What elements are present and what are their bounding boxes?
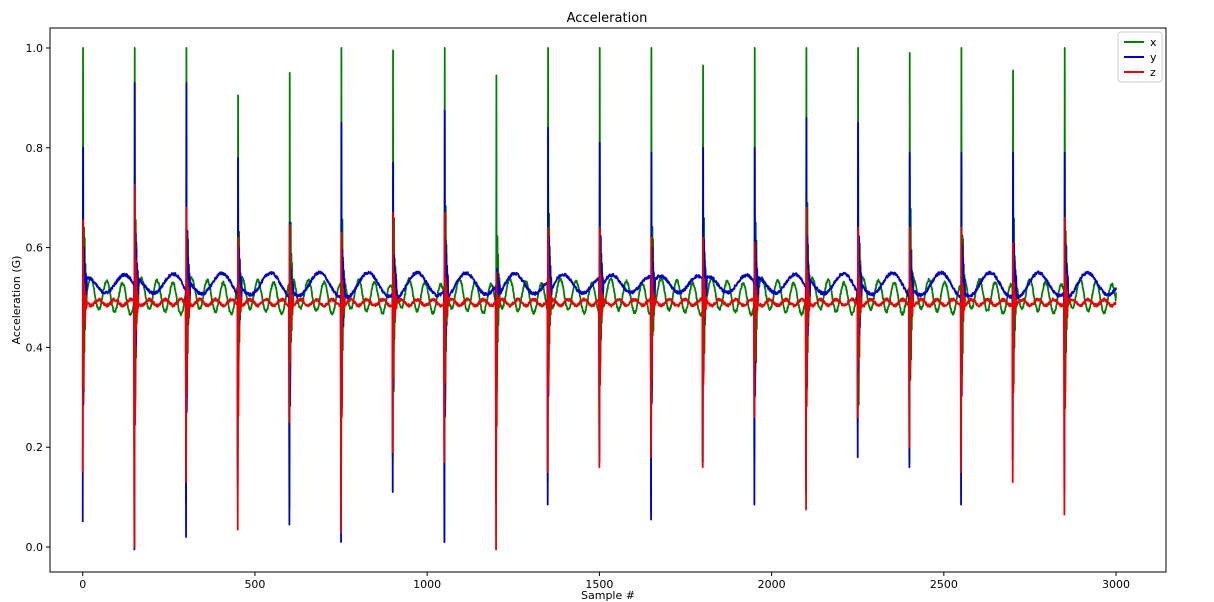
legend: xyz xyxy=(1117,31,1163,83)
y-tick-label: 0.2 xyxy=(26,441,44,454)
y-tick-label: 0.8 xyxy=(26,142,44,155)
y-tick-label: 0.6 xyxy=(26,242,44,255)
y-axis-label: Acceleration (G) xyxy=(10,256,23,345)
x-tick-label: 1000 xyxy=(413,578,441,591)
x-tick-label: 3000 xyxy=(1102,578,1130,591)
chart-title: Acceleration xyxy=(567,11,648,26)
x-tick-label: 2500 xyxy=(930,578,958,591)
x-axis-label: Sample # xyxy=(581,589,635,602)
x-tick-label: 0 xyxy=(79,578,86,591)
legend-label-x: x xyxy=(1150,36,1157,49)
series-line-z xyxy=(81,184,1117,551)
x-tick-label: 500 xyxy=(244,578,265,591)
legend-label-z: z xyxy=(1150,66,1156,79)
y-tick-label: 1.0 xyxy=(26,42,44,55)
legend-label-y: y xyxy=(1150,51,1157,64)
x-tick-label: 1500 xyxy=(585,578,613,591)
y-axis-ticks: 0.0 0.2 0.4 0.6 0.8 1.0 xyxy=(26,42,50,554)
y-tick-label: 0.4 xyxy=(26,341,44,354)
plot-lines xyxy=(81,47,1117,551)
x-axis-ticks: 0 500 1000 1500 2000 2500 3000 xyxy=(79,572,1130,591)
plot-frame xyxy=(49,27,1167,573)
x-tick-label: 2000 xyxy=(758,578,786,591)
y-tick-label: 0.0 xyxy=(26,541,44,554)
